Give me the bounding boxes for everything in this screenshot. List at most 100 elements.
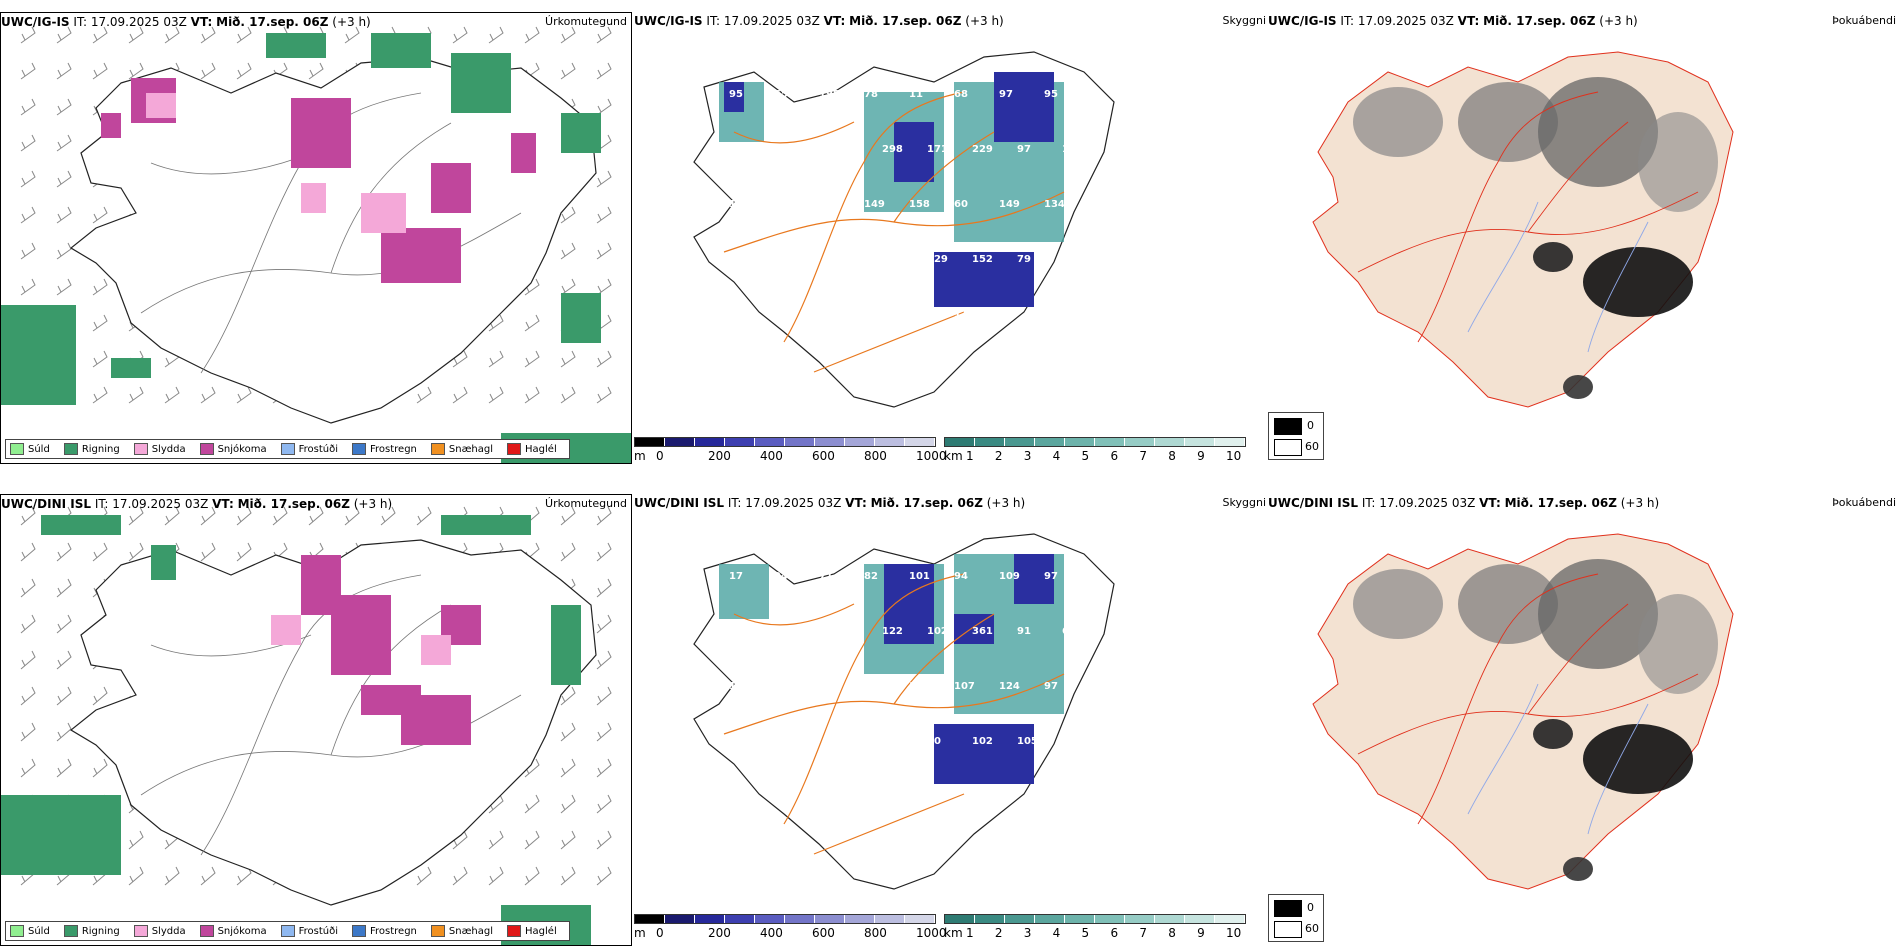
legend-swatch — [133, 443, 148, 455]
colorbar-segment — [945, 915, 975, 923]
visibility-label: 125 — [864, 309, 885, 320]
colorbar-segment — [1095, 438, 1125, 446]
colorbar-unit: km — [944, 449, 963, 463]
wind-barb — [560, 62, 576, 80]
colorbar-segment — [815, 915, 845, 923]
visibility-label: 122 — [882, 626, 903, 637]
colorbar-tick: 2 — [994, 449, 1003, 463]
wind-barb — [56, 206, 72, 224]
header-row2-fog: UWC/DINI ISL IT: 17.09.2025 03Z VT: Mið.… — [1268, 496, 1659, 510]
colorbar-tick: 10 — [1226, 449, 1242, 463]
legend-item: Snjókoma — [199, 443, 267, 455]
legend-swatch — [280, 925, 295, 937]
wind-barb — [488, 866, 504, 886]
visibility-label: 94 — [774, 571, 788, 582]
colorbar-tick: 1000 — [916, 926, 947, 940]
fog-panel-row1: UWC/IG-IS IT: 17.09.2025 03Z VT: Mið. 17… — [1268, 12, 1900, 464]
visibility-label: 149 — [864, 199, 885, 210]
legend-label: Frostúði — [298, 443, 338, 455]
wind-barb — [164, 26, 180, 44]
colorbar-segment — [905, 915, 935, 923]
wind-barb — [524, 314, 540, 332]
rivers — [1467, 201, 1649, 353]
it-label: IT: — [1340, 14, 1354, 28]
colorbar-segment — [755, 915, 785, 923]
visibility-label: 61 — [792, 736, 806, 747]
precip-map-row1 — [1, 26, 631, 463]
visibility-label: 647 — [837, 626, 858, 637]
colorbar-segment — [1155, 915, 1185, 923]
wind-barb — [236, 62, 252, 80]
panel-title-fog: Þokuábendi — [1832, 14, 1896, 27]
wind-barb — [92, 386, 108, 404]
model-name: UWC/DINI ISL — [1, 497, 92, 511]
colorbar-tick: 200 — [708, 449, 731, 463]
lead-time: (+3 h) — [353, 497, 393, 511]
wind-barb — [560, 542, 576, 562]
wind-barb — [56, 578, 72, 598]
wind-barb — [20, 614, 36, 634]
rivers — [1467, 683, 1649, 835]
visibility-label: 171 — [927, 144, 948, 155]
legend-swatch — [280, 443, 295, 455]
wind-barb — [596, 830, 612, 850]
it-value: 17.09.2025 03Z — [723, 14, 820, 28]
visibility-label: 92 — [1062, 736, 1076, 747]
visibility-label: 199 — [909, 681, 930, 692]
wind-barb — [488, 830, 504, 850]
visibility-panel-row1: 95 65 198 78 11 68 97 95 49 165 105 298 171 229 97 177 1… — [634, 12, 1266, 464]
lead-time: (+3 h) — [965, 14, 1004, 28]
wind-barb — [596, 866, 612, 886]
visibility-label: 97 — [1044, 571, 1058, 582]
colorbar-tick: 0 — [656, 926, 664, 940]
visibility-label: 18 — [792, 254, 806, 265]
visibility-label: 102 — [972, 736, 993, 747]
visibility-label: 109 — [999, 571, 1020, 582]
visibility-label: 94 — [954, 571, 968, 582]
wind-barb — [92, 314, 108, 332]
colorbar-segment — [785, 438, 815, 446]
wind-barb — [20, 62, 36, 80]
legend-label: Snjókoma — [217, 443, 267, 455]
wind-barb — [20, 278, 36, 296]
legend-swatch — [352, 925, 366, 937]
wind-barb — [56, 686, 72, 706]
wind-barb — [56, 242, 72, 260]
legend-item: Rigning — [63, 925, 120, 937]
legend-item: Frostregn — [352, 925, 417, 937]
wind-barb — [20, 206, 36, 224]
colorbar-segment — [1095, 915, 1125, 923]
colorbar-segment — [1155, 438, 1185, 446]
wind-barb — [236, 26, 252, 44]
legend-swatch — [430, 443, 445, 455]
wind-barb — [56, 170, 72, 188]
wind-barb — [416, 866, 432, 886]
colorbar-tick: 7 — [1139, 926, 1147, 940]
legend-swatch — [63, 443, 78, 455]
colorbar-strip — [634, 437, 936, 447]
wind-barb — [596, 350, 612, 368]
it-value: 17.09.2025 03Z — [1379, 496, 1476, 510]
it-value: 17.09.2025 03Z — [745, 496, 842, 510]
visibility-label: 104 — [747, 736, 768, 747]
wind-barb — [596, 794, 612, 814]
visibility-label: 78 — [864, 89, 878, 100]
wind-barb — [20, 650, 36, 670]
wind-barb — [488, 350, 504, 368]
colorbar-segment — [845, 438, 875, 446]
legend-swatch — [199, 443, 214, 455]
visibility-label: 308 — [837, 736, 858, 747]
visibility-label: 66 — [1062, 254, 1076, 265]
legend-label: Frostregn — [370, 443, 417, 455]
visibility-label: 124 — [999, 681, 1020, 692]
wind-barb — [56, 758, 72, 778]
colorbar-segment — [875, 438, 905, 446]
precip-panel-row1: UWC/IG-IS IT: 17.09.2025 03Z VT: Mið. 17… — [0, 12, 632, 464]
wind-barb — [596, 686, 612, 706]
wind-barb — [56, 614, 72, 634]
wind-barb — [560, 686, 576, 706]
colorbar-tick: 6 — [1110, 926, 1119, 940]
precip-legend: Súld Rigning Slydda Snjókoma Frostúði Frostre… — [5, 921, 570, 941]
colorbar-segment — [1035, 915, 1065, 923]
model-name: UWC/DINI ISL — [1268, 496, 1359, 510]
